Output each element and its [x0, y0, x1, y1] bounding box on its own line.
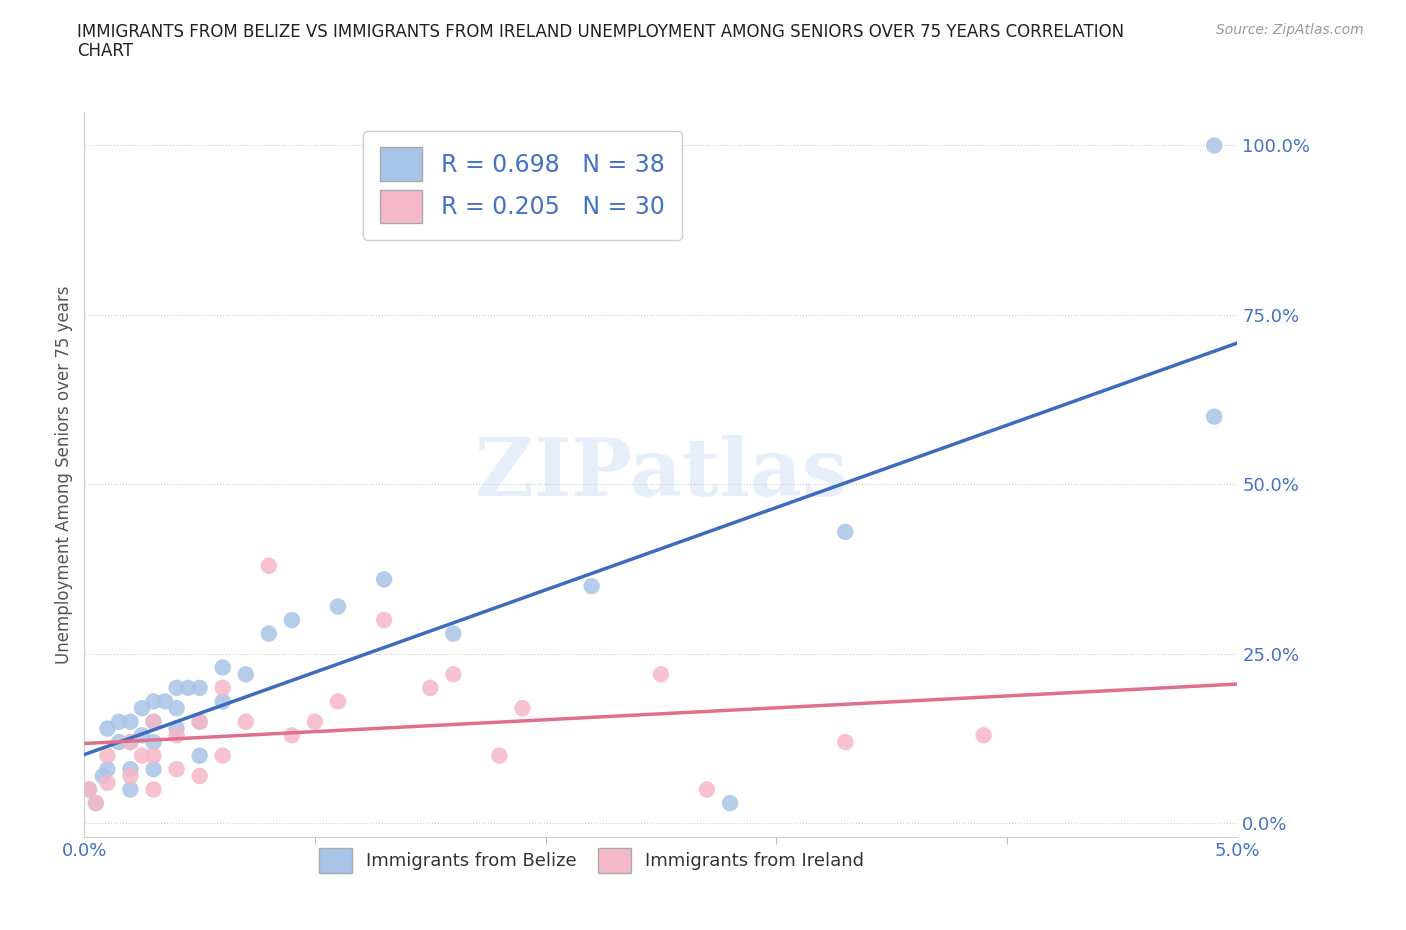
- Point: [211, 681, 233, 696]
- Point: [1204, 138, 1226, 153]
- Point: [235, 714, 257, 729]
- Point: [581, 578, 603, 593]
- Point: [188, 749, 211, 764]
- Text: IMMIGRANTS FROM BELIZE VS IMMIGRANTS FROM IRELAND UNEMPLOYMENT AMONG SENIORS OVE: IMMIGRANTS FROM BELIZE VS IMMIGRANTS FRO…: [77, 23, 1125, 41]
- Point: [373, 572, 395, 587]
- Point: [281, 613, 304, 628]
- Point: [834, 525, 856, 539]
- Point: [84, 796, 107, 811]
- Point: [718, 796, 741, 811]
- Point: [326, 599, 349, 614]
- Point: [166, 728, 188, 743]
- Point: [120, 714, 142, 729]
- Point: [91, 768, 114, 783]
- Point: [188, 768, 211, 783]
- Point: [142, 735, 165, 750]
- Point: [131, 728, 153, 743]
- Point: [142, 694, 165, 709]
- Point: [84, 796, 107, 811]
- Point: [96, 749, 118, 764]
- Point: [96, 721, 118, 736]
- Point: [120, 735, 142, 750]
- Point: [188, 714, 211, 729]
- Point: [650, 667, 672, 682]
- Point: [211, 660, 233, 675]
- Point: [142, 762, 165, 777]
- Point: [834, 735, 856, 750]
- Point: [281, 728, 304, 743]
- Point: [973, 728, 995, 743]
- Point: [304, 714, 326, 729]
- Point: [153, 694, 176, 709]
- Point: [96, 762, 118, 777]
- Point: [120, 735, 142, 750]
- Point: [211, 749, 233, 764]
- Point: [166, 700, 188, 715]
- Point: [188, 681, 211, 696]
- Point: [120, 762, 142, 777]
- Text: ZIPatlas: ZIPatlas: [475, 435, 846, 513]
- Point: [131, 700, 153, 715]
- Point: [1204, 409, 1226, 424]
- Point: [131, 749, 153, 764]
- Y-axis label: Unemployment Among Seniors over 75 years: Unemployment Among Seniors over 75 years: [55, 286, 73, 663]
- Point: [373, 613, 395, 628]
- Point: [108, 735, 131, 750]
- Point: [257, 626, 280, 641]
- Point: [142, 782, 165, 797]
- Point: [188, 714, 211, 729]
- Point: [441, 626, 464, 641]
- Point: [96, 776, 118, 790]
- Point: [696, 782, 718, 797]
- Point: [166, 721, 188, 736]
- Point: [120, 782, 142, 797]
- Point: [142, 749, 165, 764]
- Point: [257, 558, 280, 573]
- Point: [177, 681, 200, 696]
- Point: [77, 782, 100, 797]
- Point: [419, 681, 441, 696]
- Point: [166, 681, 188, 696]
- Point: [488, 749, 510, 764]
- Point: [77, 782, 100, 797]
- Point: [211, 694, 233, 709]
- Point: [142, 714, 165, 729]
- Point: [142, 714, 165, 729]
- Point: [441, 667, 464, 682]
- Point: [166, 762, 188, 777]
- Text: Source: ZipAtlas.com: Source: ZipAtlas.com: [1216, 23, 1364, 37]
- Point: [512, 700, 534, 715]
- Point: [120, 768, 142, 783]
- Point: [108, 714, 131, 729]
- Point: [235, 667, 257, 682]
- Legend: Immigrants from Belize, Immigrants from Ireland: Immigrants from Belize, Immigrants from …: [311, 839, 873, 883]
- Text: CHART: CHART: [77, 42, 134, 60]
- Point: [326, 694, 349, 709]
